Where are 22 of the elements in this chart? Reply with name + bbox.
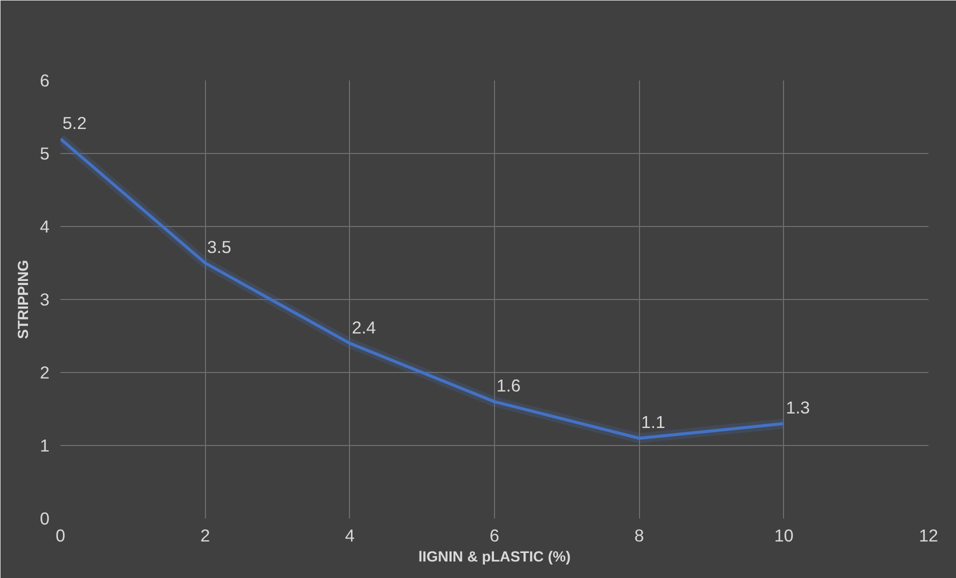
y-tick-label: 4 <box>40 216 50 236</box>
x-tick-label: 12 <box>918 526 938 546</box>
y-tick-label: 1 <box>40 436 50 456</box>
x-tick-label: 8 <box>634 526 644 546</box>
y-tick-label: 5 <box>40 144 50 164</box>
x-tick-label: 10 <box>774 526 794 546</box>
x-tick-label: 2 <box>200 526 210 546</box>
data-label: 2.4 <box>352 317 376 338</box>
x-tick-label: 6 <box>490 526 500 546</box>
x-tick-label: 4 <box>345 526 356 546</box>
y-tick-label: 2 <box>40 362 50 382</box>
data-label: 1.6 <box>496 376 521 396</box>
y-tick-label: 0 <box>40 508 50 528</box>
data-label: 5.2 <box>62 112 87 133</box>
y-tick-label: 3 <box>40 290 50 310</box>
data-label: 1.1 <box>641 412 666 432</box>
y-axis-title: STRIPPING <box>16 260 32 339</box>
x-axis-title: lIGNIN & pLASTIC (%) <box>418 550 571 566</box>
data-label: 1.3 <box>786 398 810 418</box>
data-label: 3.5 <box>207 237 232 257</box>
y-tick-label: 6 <box>40 70 50 90</box>
x-tick-label: 0 <box>56 526 66 546</box>
